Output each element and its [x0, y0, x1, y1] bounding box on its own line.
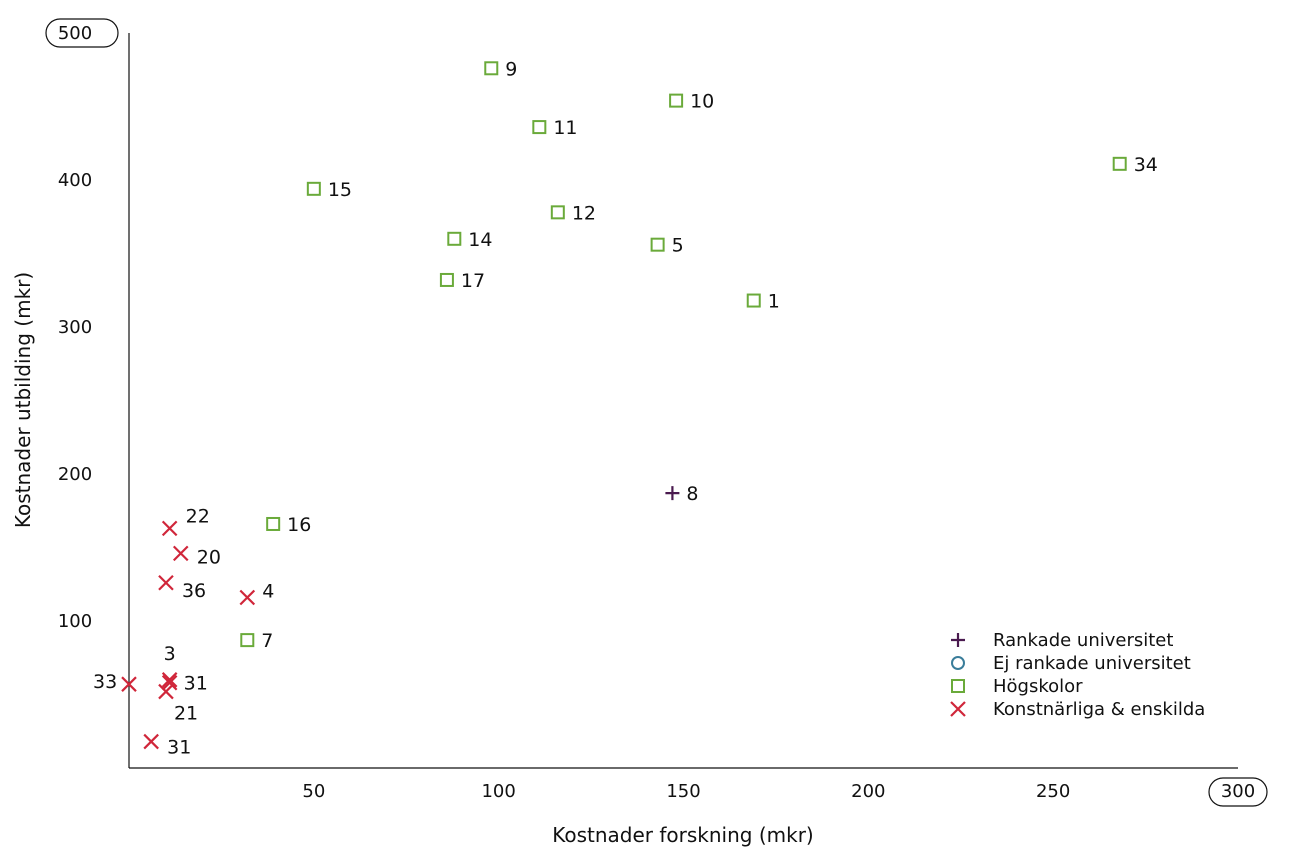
point-marker: [447, 231, 462, 246]
point-label: 7: [261, 630, 273, 652]
x-tick-label: 100: [481, 781, 515, 802]
data-point: 17: [439, 270, 485, 292]
data-point: 31: [143, 733, 191, 759]
data-point: 22: [161, 505, 210, 537]
point-label: 4: [262, 580, 274, 602]
point-marker: [665, 486, 680, 501]
point-label: 9: [505, 58, 517, 80]
x-tick-label: 50: [302, 781, 325, 802]
point-marker: [121, 676, 137, 692]
point-marker: [158, 575, 174, 591]
point-label: 1: [768, 291, 780, 313]
point-label: 10: [690, 91, 714, 113]
point-label: 22: [186, 505, 210, 527]
y-tick-label: 500: [58, 23, 92, 44]
point-label: 33: [93, 671, 117, 693]
y-tick-label: 100: [58, 611, 92, 632]
x-tick-label: 300: [1221, 781, 1255, 802]
point-label: 3: [164, 643, 176, 665]
data-points: 8 9 10 11 34 15 12 14 5 17 1 16 7 22 20 36 4 3 31 33 21 31: [93, 58, 1158, 758]
point-marker: [550, 205, 565, 220]
point-marker: [239, 589, 256, 606]
legend-label: Ej rankade universitet: [993, 653, 1191, 674]
x-tick-label: 200: [851, 781, 885, 802]
y-tick-label: 200: [58, 464, 92, 485]
data-point: 1: [746, 291, 780, 313]
point-marker: [306, 181, 321, 196]
point-marker: [143, 733, 159, 750]
data-point: 20: [172, 545, 221, 568]
data-point: 4: [239, 580, 274, 606]
data-point: 14: [447, 229, 492, 251]
point-marker: [266, 516, 281, 531]
point-marker: [240, 633, 255, 648]
point-label: 15: [328, 179, 352, 201]
point-marker: [439, 272, 454, 287]
legend-marker: [951, 656, 965, 670]
legend-marker: [951, 633, 965, 647]
data-point: 15: [306, 179, 352, 201]
x-tick-label: 250: [1036, 781, 1070, 802]
point-label: 5: [672, 235, 684, 257]
data-point: 9: [484, 58, 517, 80]
legend-label: Konstnärliga & enskilda: [993, 699, 1205, 720]
data-point: 36: [158, 575, 206, 602]
data-point: 3: [161, 643, 178, 688]
legend-item: Rankade universitet: [951, 630, 1173, 651]
y-axis-title: Kostnader utbilding (mkr): [11, 272, 35, 528]
legend-item: Konstnärliga & enskilda: [950, 699, 1205, 720]
legend-marker: [950, 701, 966, 717]
data-point: 33: [93, 671, 137, 693]
point-label: 11: [553, 117, 577, 139]
point-marker: [158, 683, 174, 700]
point-label: 21: [174, 703, 198, 725]
x-axis-title: Kostnader forskning (mkr): [552, 823, 813, 847]
axes: [128, 33, 1238, 769]
legend-label: Rankade universitet: [993, 630, 1173, 651]
data-point: 11: [532, 117, 578, 139]
data-point: 16: [266, 514, 311, 536]
point-marker: [746, 293, 761, 308]
y-tick-label: 400: [58, 170, 92, 191]
point-label: 14: [468, 229, 492, 251]
point-marker: [532, 120, 547, 135]
point-marker: [161, 520, 178, 537]
point-label: 31: [184, 673, 208, 695]
x-tick-label: 150: [666, 781, 700, 802]
data-point: 5: [650, 235, 684, 257]
point-label: 8: [686, 483, 698, 505]
point-label: 36: [182, 580, 206, 602]
data-point: 8: [665, 483, 699, 505]
data-point: 34: [1112, 154, 1158, 176]
point-label: 16: [287, 514, 311, 536]
point-marker: [669, 93, 684, 108]
point-label: 34: [1134, 154, 1158, 176]
data-point: 10: [669, 91, 714, 113]
point-marker: [172, 545, 189, 562]
y-tick-label: 300: [58, 317, 92, 338]
point-marker: [484, 61, 499, 76]
legend-item: Högskolor: [951, 676, 1083, 697]
x-tick-box: [1208, 777, 1268, 807]
data-point: 31: [161, 673, 208, 695]
legend-item: Ej rankade universitet: [951, 653, 1191, 674]
point-marker: [161, 672, 178, 688]
data-point: 7: [240, 630, 273, 652]
point-marker: [161, 674, 178, 691]
legend-label: Högskolor: [993, 676, 1083, 697]
data-point: 21: [158, 683, 198, 725]
tick-labels: 50 100 150 200 250 300 100 200 300 400 500: [45, 18, 1268, 807]
point-label: 31: [167, 737, 191, 759]
y-tick-box: [45, 18, 119, 48]
legend-marker: [951, 679, 965, 693]
point-label: 12: [572, 202, 596, 224]
data-point: 12: [550, 202, 596, 224]
point-label: 20: [197, 546, 221, 568]
point-label: 17: [461, 270, 485, 292]
point-marker: [1112, 156, 1127, 171]
point-marker: [650, 237, 665, 252]
